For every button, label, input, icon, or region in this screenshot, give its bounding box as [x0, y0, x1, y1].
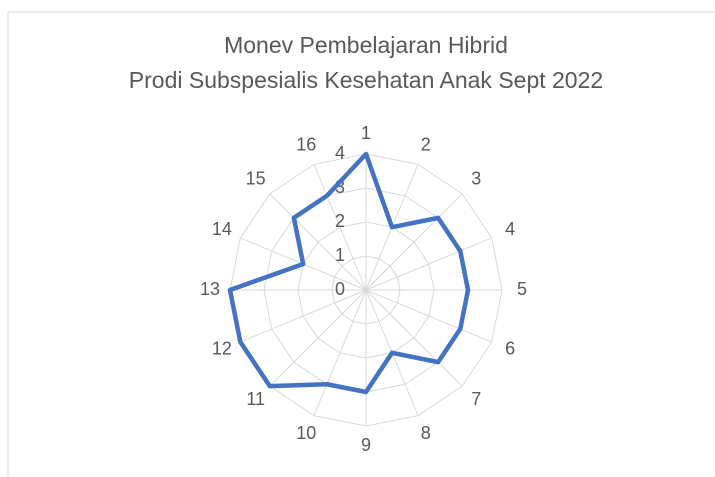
- category-label: 14: [212, 219, 232, 239]
- category-label: 9: [361, 435, 371, 455]
- category-label: 16: [296, 135, 316, 155]
- spoke: [313, 164, 367, 291]
- category-label: 12: [212, 338, 232, 358]
- spoke: [365, 289, 463, 387]
- category-label: 10: [296, 423, 316, 443]
- category-label: 15: [246, 168, 266, 188]
- category-label: 1: [361, 123, 371, 143]
- spoke: [269, 193, 367, 291]
- r-tick-label: 4: [335, 143, 345, 163]
- spoke: [365, 289, 492, 343]
- r-tick-label: 0: [335, 279, 345, 299]
- category-label: 3: [471, 168, 481, 188]
- category-label: 11: [246, 389, 265, 409]
- spoke: [240, 289, 367, 343]
- chart-subtitle: Prodi Subspesialis Kesehatan Anak Sept 2…: [129, 67, 603, 93]
- spoke: [269, 289, 367, 387]
- r-tick-label: 1: [335, 245, 345, 265]
- spoke: [365, 237, 492, 291]
- r-tick-label: 3: [335, 177, 345, 197]
- category-label: 7: [471, 389, 481, 409]
- chart-title: Monev Pembelajaran Hibrid: [224, 32, 508, 58]
- series-line: [227, 151, 471, 395]
- category-label: 2: [421, 135, 431, 155]
- category-label: 4: [505, 219, 515, 239]
- category-label: 13: [200, 279, 220, 299]
- category-label: 8: [421, 423, 431, 443]
- category-label: 6: [505, 338, 515, 358]
- r-tick-label: 2: [335, 211, 345, 231]
- spoke: [365, 193, 463, 291]
- category-label: 5: [517, 279, 527, 299]
- spoke: [313, 289, 367, 416]
